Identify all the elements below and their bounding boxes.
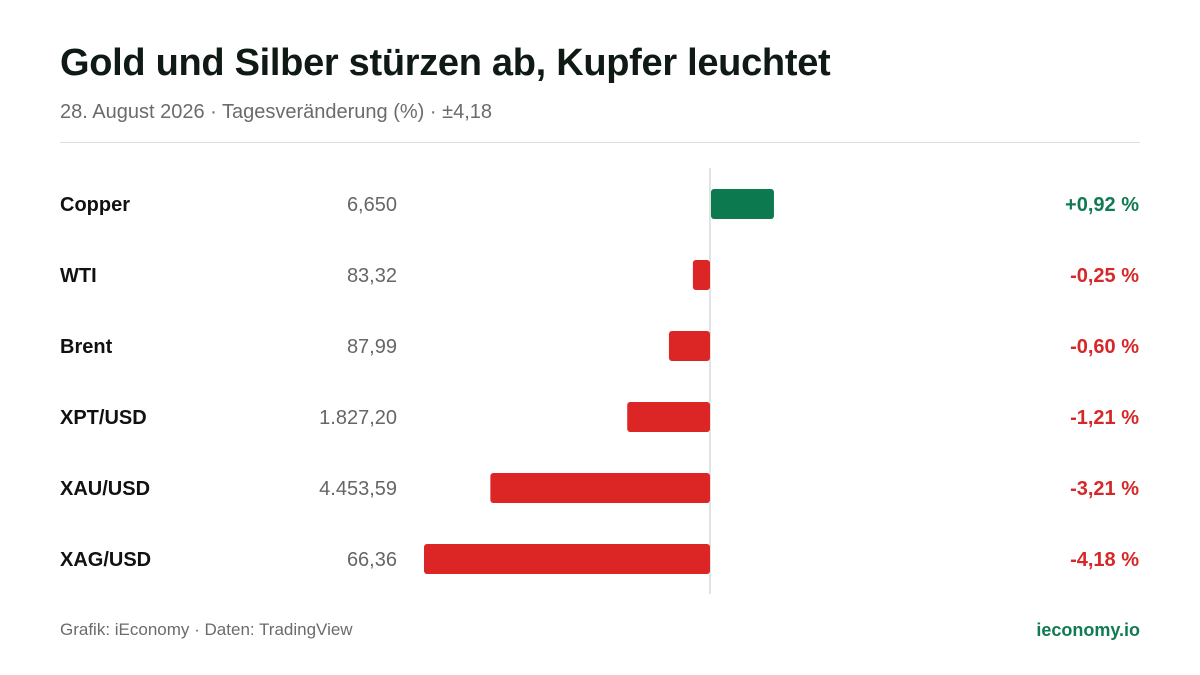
- row-price-label: 6,650: [347, 194, 397, 216]
- header-divider: [60, 142, 1140, 143]
- row-price-label: 66,36: [347, 549, 397, 571]
- brand-link[interactable]: ieconomy.io: [1036, 620, 1140, 640]
- row-price-label: 1.827,20: [319, 407, 397, 429]
- bar-brent: [668, 331, 710, 361]
- row-change-label: -0,60 %: [1070, 336, 1139, 358]
- bar-xag-usd: [424, 544, 710, 574]
- source-credit: Grafik: iEconomy · Daten: TradingView: [60, 620, 353, 639]
- bar-xau-usd: [490, 473, 710, 503]
- chart-title: Gold und Silber stürzen ab, Kupfer leuch…: [60, 42, 831, 84]
- row-name-label: Brent: [60, 336, 113, 358]
- row-name-label: WTI: [60, 265, 97, 287]
- row-change-label: -4,18 %: [1070, 549, 1139, 571]
- row-name-label: XAU/USD: [60, 478, 150, 500]
- row-name-label: XAG/USD: [60, 549, 151, 571]
- chart-subtitle: 28. August 2026 · Tagesveränderung (%) ·…: [60, 101, 492, 123]
- bar-xpt-usd: [627, 402, 710, 432]
- row-price-label: 83,32: [347, 265, 397, 287]
- row-name-label: Copper: [60, 194, 130, 216]
- bar-wti: [692, 260, 710, 290]
- row-price-label: 4.453,59: [319, 478, 397, 500]
- row-change-label: -0,25 %: [1070, 265, 1139, 287]
- row-change-label: -1,21 %: [1070, 407, 1139, 429]
- row-change-label: +0,92 %: [1065, 194, 1139, 216]
- row-change-label: -3,21 %: [1070, 478, 1139, 500]
- bar-copper: [711, 189, 774, 219]
- row-price-label: 87,99: [347, 336, 397, 358]
- row-name-label: XPT/USD: [60, 407, 147, 429]
